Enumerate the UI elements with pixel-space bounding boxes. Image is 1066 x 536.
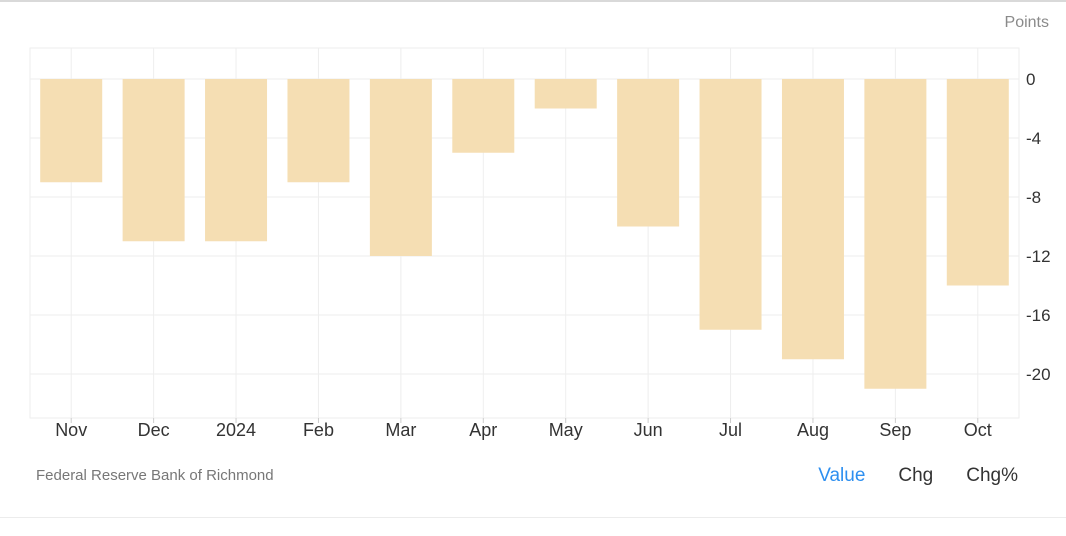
units-label: Points	[1004, 14, 1049, 31]
value-mode-button[interactable]: Value	[818, 465, 866, 486]
x-tick-label: Mar	[385, 420, 416, 440]
x-tick-label: Sep	[879, 420, 911, 440]
y-tick-label: -4	[1026, 129, 1041, 148]
x-tick-label: Aug	[797, 420, 829, 440]
x-tick-label: 2024	[216, 420, 256, 440]
x-tick-label: Jun	[634, 420, 663, 440]
y-tick-label: -12	[1026, 247, 1051, 266]
x-tick-label: Nov	[55, 420, 87, 440]
bar[interactable]	[205, 79, 268, 242]
bar[interactable]	[864, 79, 927, 389]
bar[interactable]	[699, 79, 762, 330]
y-axis: 0 -4 -8 -12 -16 -20	[1026, 70, 1051, 384]
y-tick-label: -16	[1026, 306, 1051, 325]
x-axis: Nov Dec 2024 Feb Mar Apr May Jun Jul Aug Sep Oct	[55, 418, 992, 440]
x-tick-label: Jul	[719, 420, 742, 440]
bar[interactable]	[122, 79, 185, 242]
y-tick-label: 0	[1026, 70, 1035, 89]
x-tick-label: Oct	[964, 420, 992, 440]
percent-change-mode-button[interactable]: Chg%	[966, 465, 1018, 486]
source-label: Federal Reserve Bank of Richmond	[36, 467, 274, 484]
bar[interactable]	[534, 79, 597, 109]
bar[interactable]	[287, 79, 350, 183]
bar[interactable]	[369, 79, 432, 256]
plot-frame	[29, 47, 1020, 419]
bar-chart: 0 -4 -8 -12 -16 -20 Nov Dec 2024 Feb Mar Apr May Jun…	[29, 47, 1051, 440]
top-divider	[0, 0, 1066, 2]
x-tick-label: Dec	[138, 420, 170, 440]
x-tick-label: May	[549, 420, 583, 440]
bar[interactable]	[452, 79, 515, 153]
change-mode-button[interactable]: Chg	[898, 465, 934, 486]
bar[interactable]	[781, 79, 844, 360]
x-tick-label: Feb	[303, 420, 334, 440]
bottom-divider	[0, 517, 1066, 518]
bar-layer	[40, 79, 1009, 389]
display-mode-toggle: Value Chg Chg%	[818, 465, 1018, 487]
bar[interactable]	[40, 79, 103, 183]
bar[interactable]	[617, 79, 680, 227]
x-tick-label: Apr	[469, 420, 497, 440]
y-tick-label: -8	[1026, 188, 1041, 207]
y-tick-label: -20	[1026, 365, 1051, 384]
bar[interactable]	[946, 79, 1009, 286]
